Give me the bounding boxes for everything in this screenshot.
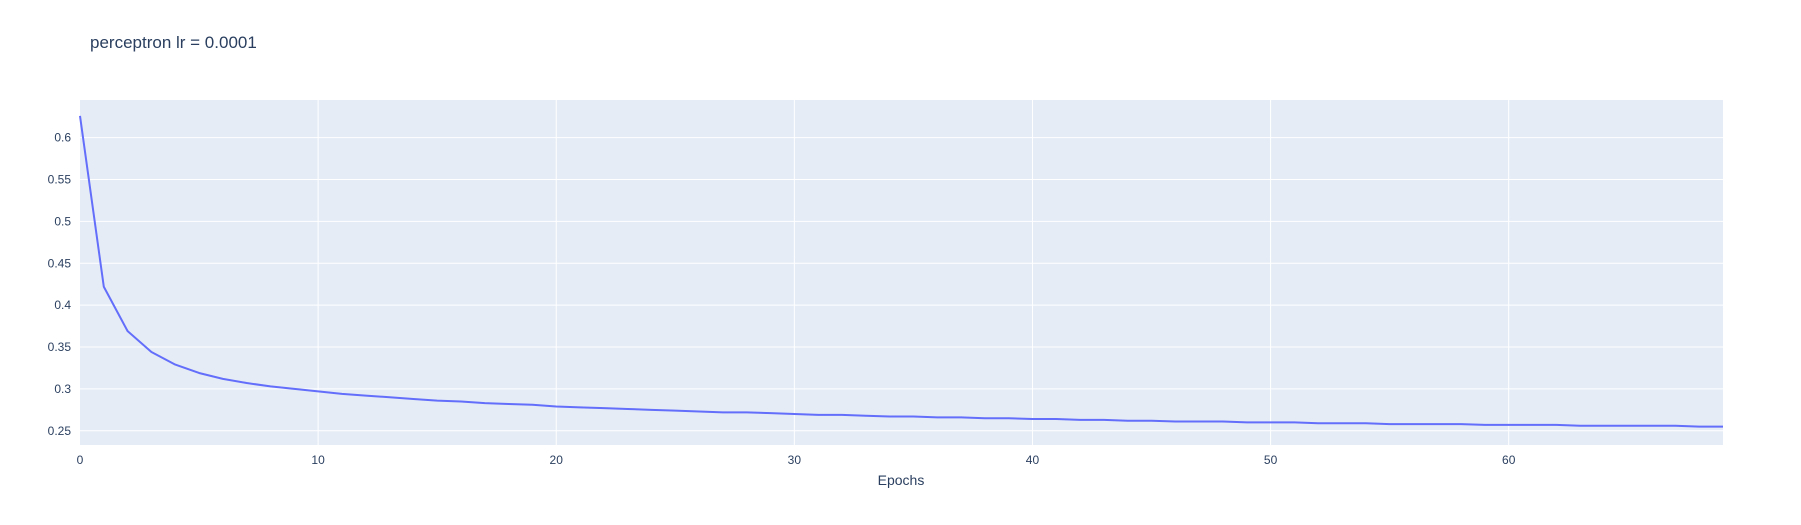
x-tick-label: 30	[788, 453, 802, 467]
x-tick-label: 10	[311, 453, 325, 467]
y-tick-label: 0.35	[48, 340, 72, 354]
x-axis-title: Epochs	[878, 472, 925, 488]
plot-area	[80, 100, 1723, 445]
y-tick-label: 0.4	[54, 298, 71, 312]
y-tick-label: 0.5	[54, 214, 71, 228]
y-tick-label: 0.3	[54, 382, 71, 396]
y-tick-label: 0.45	[48, 256, 72, 270]
x-gridlines	[317, 100, 1510, 445]
y-tick-label: 0.25	[48, 424, 72, 438]
y-gridlines	[80, 137, 1723, 432]
y-tick-label: 0.55	[48, 173, 72, 187]
x-tick-label: 0	[77, 453, 84, 467]
x-axis-ticks: 0 10 20 30 40 50 60	[77, 453, 1516, 467]
series-line	[79, 115, 1723, 428]
chart-title: perceptron lr = 0.0001	[90, 33, 257, 52]
series-layer	[79, 115, 1723, 428]
x-tick-label: 60	[1502, 453, 1516, 467]
y-tick-label: 0.6	[54, 131, 71, 145]
x-tick-label: 40	[1026, 453, 1040, 467]
x-tick-label: 50	[1264, 453, 1278, 467]
x-tick-label: 20	[550, 453, 564, 467]
y-axis-ticks: 0.25 0.3 0.35 0.4 0.45 0.5 0.55 0.6	[48, 131, 72, 438]
